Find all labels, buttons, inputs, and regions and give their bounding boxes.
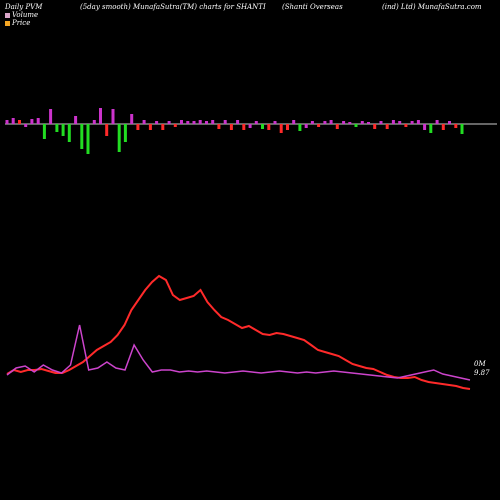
volume-bar: [441, 124, 445, 130]
volume-bar: [99, 108, 102, 124]
volume-bar: [429, 124, 433, 133]
volume-series-line: [6, 324, 471, 381]
volume-bar: [36, 118, 40, 124]
volume-bar: [67, 124, 71, 142]
volume-bar: [130, 114, 134, 124]
volume-bar: [242, 124, 246, 130]
price-series-line: [6, 274, 471, 390]
volume-bar: [217, 124, 221, 129]
volume-bar: [317, 124, 321, 127]
volume-bar: [286, 124, 289, 130]
volume-bar: [385, 124, 389, 129]
volume-bar: [236, 120, 240, 124]
volume-bar: [435, 120, 439, 124]
volume-bar: [323, 121, 327, 124]
volume-bar: [248, 124, 252, 128]
volume-bar: [267, 124, 271, 130]
volume-bar: [24, 124, 28, 127]
volume-bar: [123, 124, 127, 142]
volume-end-label: 0M: [474, 360, 486, 368]
volume-bar: [448, 121, 451, 124]
volume-bar: [92, 120, 96, 124]
volume-bar: [142, 120, 146, 124]
volume-bar: [423, 124, 427, 130]
volume-bar: [310, 121, 314, 124]
volume-bar: [367, 122, 370, 124]
volume-bar: [261, 124, 264, 129]
volume-bar: [86, 124, 90, 154]
legend-price-label: Price: [12, 19, 31, 27]
volume-bar: [161, 124, 165, 130]
volume-bar: [173, 124, 177, 127]
volume-bar: [49, 109, 53, 124]
volume-bar: [391, 120, 395, 124]
volume-bar: [379, 121, 383, 124]
volume-bar: [30, 119, 34, 124]
chart-header-left: Daily PVM: [5, 3, 43, 11]
volume-bar: [348, 122, 352, 124]
volume-bar: [335, 124, 339, 129]
volume-bar: [180, 120, 183, 124]
legend-volume-label: Volume: [12, 11, 39, 19]
volume-bar: [117, 124, 121, 152]
volume-bar: [80, 124, 84, 149]
chart-header-site: (ind) Ltd) MunafaSutra.com: [382, 3, 482, 11]
volume-bar: [279, 124, 283, 133]
volume-bar: [205, 121, 208, 124]
volume-bars: [5, 108, 464, 154]
volume-bar: [416, 120, 420, 124]
chart-header-title: (5day smooth) MunafaSutra(TM) charts for…: [80, 3, 266, 11]
volume-bar: [148, 124, 152, 130]
volume-bar: [298, 124, 302, 131]
legend-price: Price: [5, 19, 30, 27]
chart-header-company: (Shanti Overseas: [282, 3, 343, 11]
volume-bar: [398, 121, 402, 124]
volume-bar: [273, 121, 277, 124]
volume-bar: [74, 116, 78, 124]
volume-bar: [105, 124, 109, 136]
volume-bar: [229, 124, 233, 130]
volume-bar: [11, 118, 15, 124]
volume-bar: [410, 121, 414, 124]
price-end-label: 9.87: [474, 369, 490, 377]
volume-bar: [136, 124, 140, 130]
volume-bar: [192, 121, 196, 124]
volume-bar: [186, 121, 190, 124]
volume-bar: [460, 124, 464, 134]
volume-bar: [254, 121, 258, 124]
legend-volume-swatch: [5, 12, 10, 18]
volume-bar: [42, 124, 46, 139]
volume-bar: [61, 124, 65, 136]
volume-bar: [167, 121, 171, 124]
volume-bar: [404, 124, 408, 127]
legend-price-swatch: [5, 20, 10, 26]
volume-bar: [292, 120, 296, 124]
volume-bar: [111, 109, 115, 124]
volume-bar: [360, 121, 364, 124]
legend-volume: Volume: [5, 11, 38, 19]
volume-bar: [454, 124, 458, 128]
volume-bar: [223, 120, 227, 124]
volume-bar: [354, 124, 358, 127]
volume-bar: [198, 120, 202, 124]
volume-bar: [155, 121, 159, 124]
volume-bar: [211, 120, 215, 124]
volume-bar: [329, 120, 333, 124]
volume-bar: [5, 120, 9, 124]
volume-bar: [373, 124, 377, 129]
volume-bar: [55, 124, 59, 132]
volume-bar: [304, 124, 308, 128]
volume-bar: [342, 121, 346, 124]
volume-bar: [18, 120, 21, 124]
